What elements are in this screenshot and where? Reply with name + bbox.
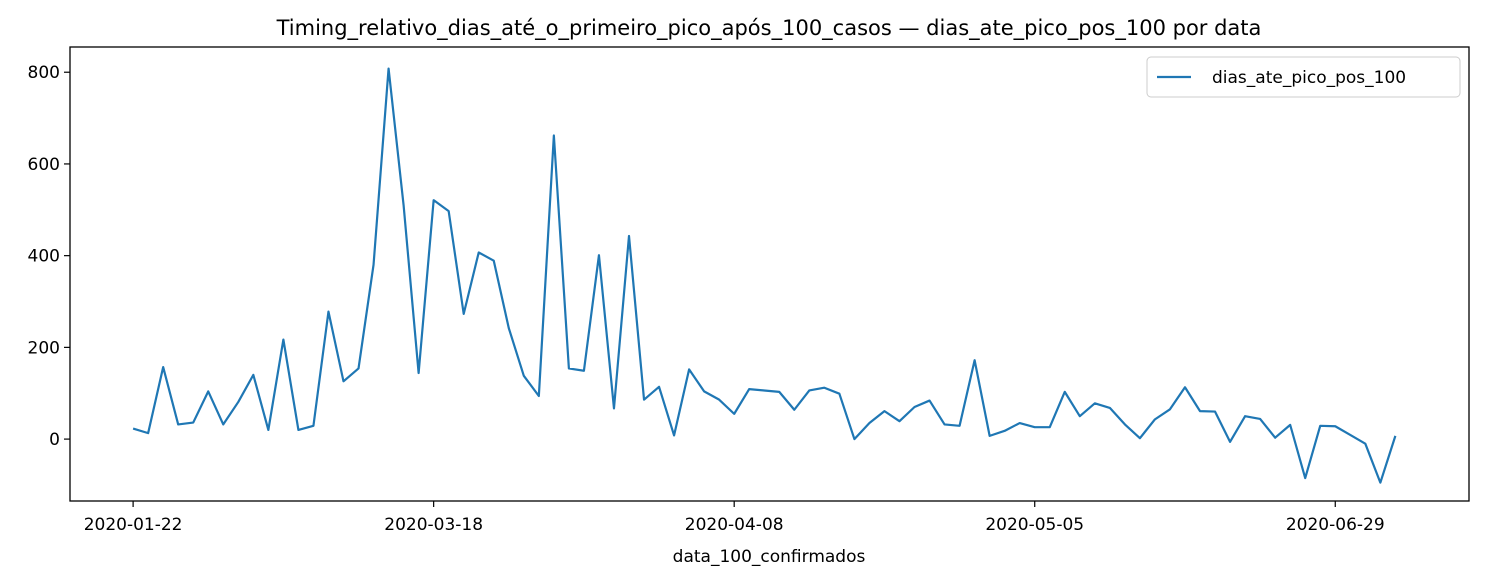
legend: dias_ate_pico_pos_100 xyxy=(1146,56,1461,98)
plot-frame xyxy=(69,46,1470,502)
y-tick-label: 0 xyxy=(49,430,60,450)
legend-box xyxy=(1146,56,1461,98)
y-tick-label: 400 xyxy=(28,247,60,267)
plot-area xyxy=(69,46,1470,502)
legend-label: dias_ate_pico_pos_100 xyxy=(1212,68,1406,88)
y-axis: 0 200 400 600 800 xyxy=(28,63,70,450)
x-tick-label: 2020-03-18 xyxy=(384,515,483,535)
chart-title: Timing_relativo_dias_até_o_primeiro_pico… xyxy=(276,16,1262,41)
y-tick-label: 600 xyxy=(28,155,60,175)
y-tick-label: 800 xyxy=(28,63,60,83)
x-tick-label: 2020-05-05 xyxy=(985,515,1084,535)
x-tick-label: 2020-01-22 xyxy=(84,515,183,535)
x-tick-label: 2020-06-29 xyxy=(1286,515,1385,535)
y-tick-label: 200 xyxy=(28,338,60,358)
series-line-dias-ate-pico-pos-100 xyxy=(132,67,1397,484)
x-axis-label: data_100_confirmados xyxy=(673,547,866,567)
x-tick-label: 2020-04-08 xyxy=(685,515,784,535)
x-axis: 2020-01-22 2020-03-18 2020-04-08 2020-05-05… xyxy=(84,501,1385,535)
